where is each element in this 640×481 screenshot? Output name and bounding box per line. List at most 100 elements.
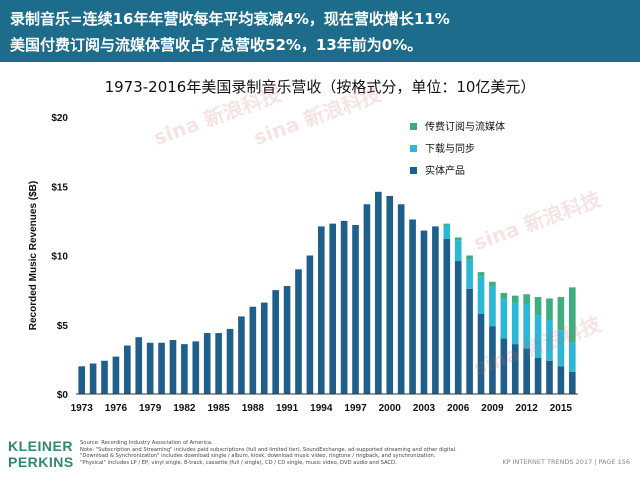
bar-2006-series-0 — [454, 261, 462, 394]
logo-line-2: PERKINS — [8, 454, 74, 470]
bar-1973-series-0 — [78, 366, 86, 394]
bar-1980-series-0 — [158, 342, 165, 394]
x-tick-label: 2003 — [413, 403, 436, 414]
legend-swatch-2 — [410, 123, 417, 130]
bar-2016-series-2 — [568, 287, 576, 343]
y-tick-label: $5 — [57, 321, 69, 332]
bar-2005-series-0 — [443, 238, 451, 394]
bar-2007-series-0 — [466, 288, 473, 394]
bar-1979-series-0 — [146, 342, 154, 394]
legend-swatch-0 — [410, 167, 417, 174]
bar-1998-series-0 — [363, 204, 371, 394]
bar-2013-series-2 — [534, 297, 542, 316]
bar-1995-series-0 — [329, 223, 337, 394]
bar-2012-series-1 — [523, 303, 530, 349]
bar-2000-series-0 — [386, 195, 394, 394]
bar-2009-series-1 — [489, 285, 496, 327]
bar-1999-series-0 — [375, 191, 382, 394]
bar-2008-series-0 — [477, 313, 485, 394]
bar-2008-series-2 — [477, 272, 485, 277]
bar-1974-series-0 — [89, 363, 97, 394]
headline-line-1: 录制音乐=连续16年年营收每年平均衰减4%，现在营收增长11% — [10, 10, 450, 28]
subscription-note: Note: "Subscription and Streaming" inclu… — [80, 446, 457, 453]
x-tick-label: 1982 — [173, 403, 196, 414]
bar-1985-series-0 — [215, 333, 222, 394]
x-tick-label: 2000 — [379, 403, 402, 414]
logo-line-1: KLEINER — [8, 438, 73, 454]
x-tick-label: 1997 — [344, 403, 367, 414]
bar-1997-series-0 — [352, 225, 359, 394]
bar-2004-series-0 — [432, 226, 439, 394]
legend-label-1: 下载与同步 — [425, 143, 475, 155]
legend-label-2: 传费订阅与流媒体 — [425, 120, 505, 133]
bar-2007-series-1 — [466, 259, 473, 289]
bar-2010-series-2 — [500, 292, 508, 299]
y-axis-label: Recorded Music Revenues ($B) — [28, 181, 39, 331]
bar-1989-series-0 — [260, 302, 268, 394]
bar-1984-series-0 — [203, 333, 211, 394]
bar-1991-series-0 — [283, 285, 291, 394]
bar-2007-series-2 — [466, 255, 473, 260]
x-tick-label: 1985 — [207, 403, 230, 414]
bar-2010-series-0 — [500, 338, 508, 394]
bar-1987-series-0 — [238, 316, 245, 394]
header-banner: 录制音乐=连续16年年营收每年平均衰减4%，现在营收增长11% 美国付费订阅与流… — [0, 0, 640, 62]
x-tick-label: 2015 — [550, 403, 573, 414]
bar-1996-series-0 — [340, 220, 348, 395]
x-tick-label: 1976 — [105, 403, 128, 414]
legend-swatch-1 — [410, 145, 417, 152]
bar-2015-series-1 — [557, 330, 565, 367]
physical-note: "Physical" includes LP / EP, vinyl singl… — [80, 459, 397, 466]
bar-2015-series-2 — [557, 297, 565, 331]
bar-1976-series-0 — [112, 356, 120, 394]
x-tick-label: 1994 — [310, 403, 333, 414]
bar-2009-series-0 — [489, 326, 496, 394]
bar-2016-series-1 — [568, 342, 576, 372]
x-tick-label: 1979 — [139, 403, 162, 414]
bar-2006-series-2 — [454, 237, 462, 241]
bar-2008-series-1 — [477, 276, 485, 314]
bar-1994-series-0 — [317, 226, 325, 394]
footer-notes: Source: Recording Industry Association o… — [80, 440, 520, 466]
bar-2011-series-2 — [511, 295, 519, 303]
headline-line-2: 美国付费订阅与流媒体营收占了总营收52%，13年前为0%。 — [10, 36, 423, 54]
bar-1988-series-0 — [249, 306, 257, 394]
x-tick-label: 2009 — [481, 403, 504, 414]
bar-2010-series-1 — [500, 298, 508, 339]
bar-2014-series-0 — [546, 360, 553, 394]
bar-2001-series-0 — [397, 204, 405, 394]
bar-2015-series-0 — [557, 366, 565, 394]
bar-2014-series-1 — [546, 320, 553, 361]
bar-1990-series-0 — [272, 290, 279, 395]
y-tick-label: $15 — [51, 182, 68, 193]
bar-2011-series-1 — [511, 302, 519, 345]
bar-1992-series-0 — [295, 269, 302, 394]
bar-1982-series-0 — [181, 344, 188, 394]
bar-2003-series-0 — [420, 230, 428, 394]
bar-2005-series-1 — [443, 225, 451, 239]
bar-1993-series-0 — [306, 255, 314, 394]
bar-2002-series-0 — [409, 219, 416, 394]
bar-2016-series-0 — [568, 371, 576, 394]
x-tick-label: 1988 — [242, 403, 265, 414]
source-note: Source: Recording Industry Association o… — [80, 440, 213, 446]
bar-1977-series-0 — [124, 345, 131, 394]
x-tick-label: 1991 — [276, 403, 299, 414]
y-tick-label: $0 — [57, 390, 69, 401]
bar-1981-series-0 — [169, 339, 177, 394]
x-tick-label: 1973 — [71, 403, 94, 414]
bar-2014-series-2 — [546, 298, 553, 321]
bar-2006-series-1 — [454, 240, 462, 262]
bar-2011-series-0 — [511, 344, 519, 394]
y-tick-label: $10 — [51, 252, 68, 263]
bar-2013-series-1 — [534, 315, 542, 358]
legend-label-0: 实体产品 — [425, 164, 465, 177]
x-tick-label: 2012 — [516, 403, 539, 414]
page-number: KP INTERNET TRENDS 2017 | PAGE 156 — [502, 458, 630, 466]
revenue-chart: $0 $5 $10 $15 $20 Recorded Music Revenues ($B… — [28, 113, 578, 414]
bar-2005-series-2 — [443, 223, 451, 226]
bar-1986-series-0 — [226, 328, 234, 394]
chart-title: 1973-2016年美国录制音乐营收（按格式分，单位：10亿美元） — [104, 78, 536, 96]
x-tick-label: 2006 — [447, 403, 470, 414]
bar-1978-series-0 — [135, 337, 143, 394]
